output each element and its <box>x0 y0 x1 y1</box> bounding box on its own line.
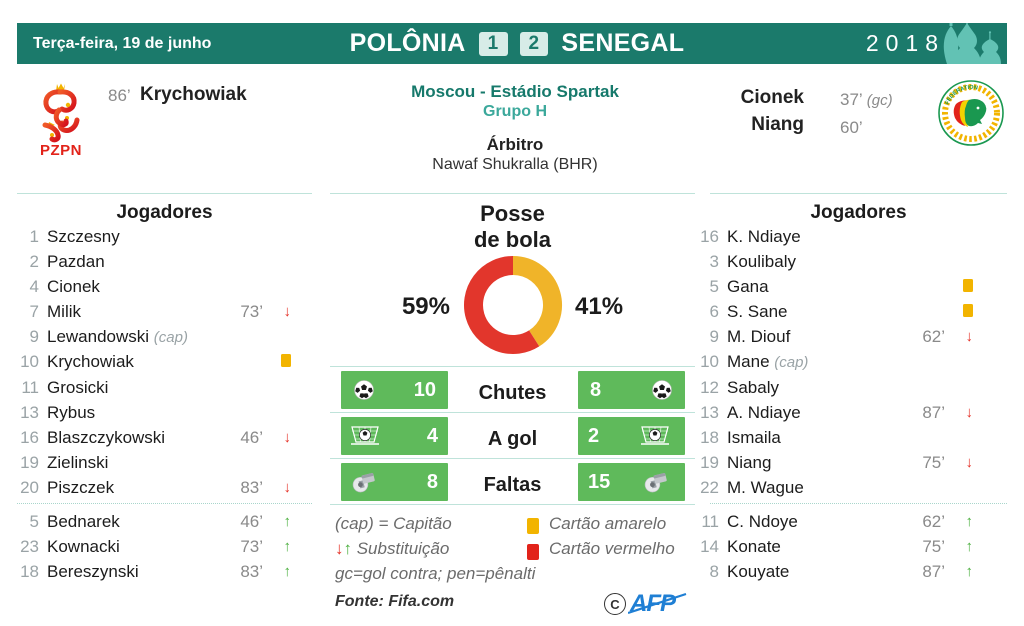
svg-text:PZPN: PZPN <box>40 142 82 159</box>
svg-text:AFP: AFP <box>629 590 677 617</box>
